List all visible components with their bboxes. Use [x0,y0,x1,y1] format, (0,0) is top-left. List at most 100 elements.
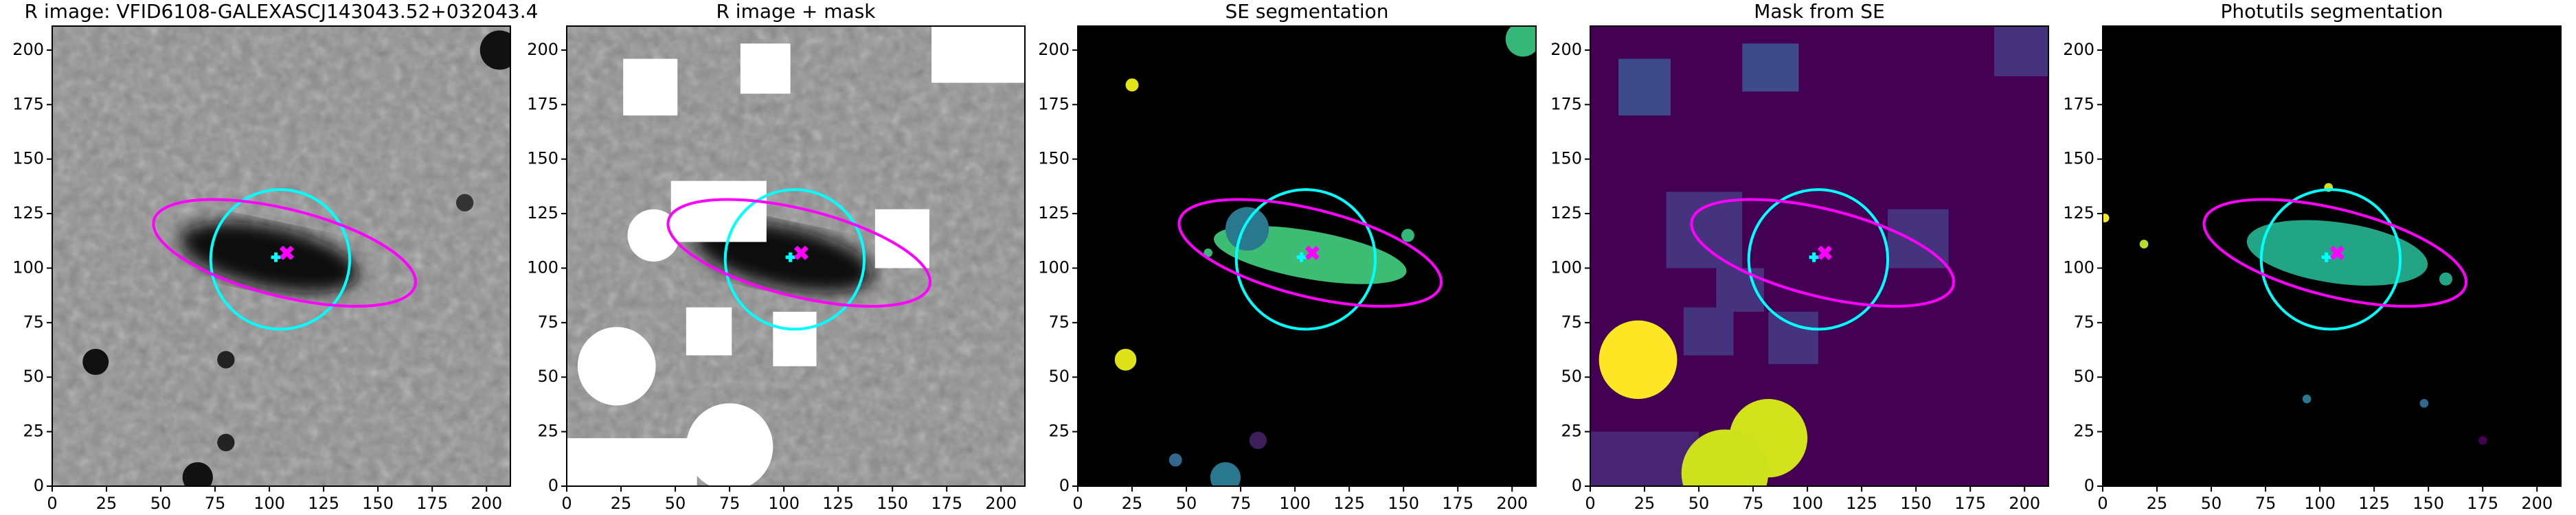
center-marker [2329,245,2345,260]
blob [1210,462,1241,486]
y-tick-label: 25 [1561,422,1582,441]
fit-ellipse [666,198,932,308]
x-tick-label: 125 [2358,494,2390,513]
y-tick-label: 200 [527,40,558,59]
fit-ellipse [1690,198,1956,308]
blob [455,194,474,211]
x-tick-label: 100 [253,494,285,513]
x-tick-label: 75 [1743,494,1764,513]
blob [1249,431,1267,450]
x-tick-label: 25 [611,494,632,513]
y-tick-label: 150 [12,149,44,168]
x-tick-label: 50 [1176,494,1197,513]
blob [2478,435,2487,445]
x-tick-label: 175 [1954,494,1986,513]
y-tick-label: 200 [1038,40,1070,59]
y-tick-label: 175 [12,94,44,113]
image [1590,26,2048,486]
blob [1598,320,1677,399]
y-tick-label: 25 [1048,422,1070,441]
center-marker [1296,252,1307,262]
x-tick-label: 0 [561,494,572,513]
x-tick-label: 25 [1122,494,1143,513]
x-tick-label: 75 [719,494,741,513]
y-tick-label: 125 [2063,203,2094,222]
galaxy [179,222,359,293]
mask-box [1666,192,1743,268]
blob [82,348,109,376]
x-tick-label: 100 [768,494,800,513]
x-tick-label: 175 [931,494,962,513]
y-tick-label: 175 [2063,94,2094,113]
mask-box [567,438,697,486]
x-tick-label: 150 [2413,494,2444,513]
blob [1114,348,1137,371]
y-tick-label: 100 [1550,258,1582,277]
y-tick-label: 0 [34,476,44,495]
blob [1168,453,1182,467]
blob [577,327,656,406]
x-tick-label: 100 [1792,494,1823,513]
blob [2103,214,2110,222]
panel: R image: VFID6108-GALEXASCJ143043.52+032… [12,0,538,513]
blob [1401,229,1414,242]
y-tick-label: 125 [1550,203,1582,222]
y-tick-label: 50 [2073,367,2094,386]
fit-ellipse [2202,198,2468,308]
y-tick-label: 200 [1550,40,1582,59]
panel-title: SE segmentation [1225,0,1389,23]
fit-ellipse [152,198,418,308]
center-marker [271,252,281,262]
x-tick-label: 125 [308,494,339,513]
y-tick-label: 75 [23,312,44,332]
y-tick-label: 125 [12,203,44,222]
y-tick-label: 50 [1561,367,1582,386]
blob [217,351,235,369]
y-tick-label: 100 [2063,258,2094,277]
y-tick-label: 150 [1038,149,1070,168]
y-tick-label: 25 [537,422,558,441]
blob [686,403,773,486]
x-tick-label: 100 [2304,494,2336,513]
x-tick-label: 200 [985,494,1017,513]
mask-box [686,307,732,356]
y-tick-label: 125 [527,203,558,222]
x-tick-label: 0 [2097,494,2108,513]
y-tick-label: 150 [1550,149,1582,168]
blob [2139,240,2149,249]
panel: R image + mask 0 25 50 75 100 125 150 175 200 0 25 5… [527,0,1026,513]
x-tick-label: 200 [2521,494,2553,513]
center-marker [2321,252,2331,262]
y-tick-label: 75 [537,312,558,332]
axes-frame [52,25,511,487]
x-tick-label: 50 [1688,494,1710,513]
blob [182,462,213,486]
panel-title: R image + mask [716,0,876,23]
y-tick-label: 25 [2073,422,2094,441]
y-tick-label: 25 [23,422,44,441]
center-marker [1817,245,1832,260]
x-tick-label: 125 [1333,494,1365,513]
x-tick-label: 150 [362,494,394,513]
mask-box [1590,431,1699,486]
x-tick-label: 0 [47,494,57,513]
x-tick-label: 150 [1900,494,1932,513]
x-tick-label: 175 [416,494,448,513]
aperture-circle [2259,188,2402,331]
x-tick-label: 50 [2201,494,2222,513]
y-tick-label: 200 [2063,40,2094,59]
x-tick-label: 100 [1279,494,1311,513]
image [52,26,510,486]
y-tick-label: 125 [1038,203,1070,222]
x-tick-label: 50 [665,494,686,513]
image [2103,26,2561,486]
mask-box [1742,43,1799,92]
axes-frame [1590,25,2049,487]
x-tick-label: 75 [1230,494,1252,513]
mask-box [740,43,791,94]
x-tick-label: 0 [1072,494,1083,513]
x-tick-label: 200 [1496,494,1528,513]
center-marker [793,245,809,260]
axes-frame [1077,25,1537,487]
